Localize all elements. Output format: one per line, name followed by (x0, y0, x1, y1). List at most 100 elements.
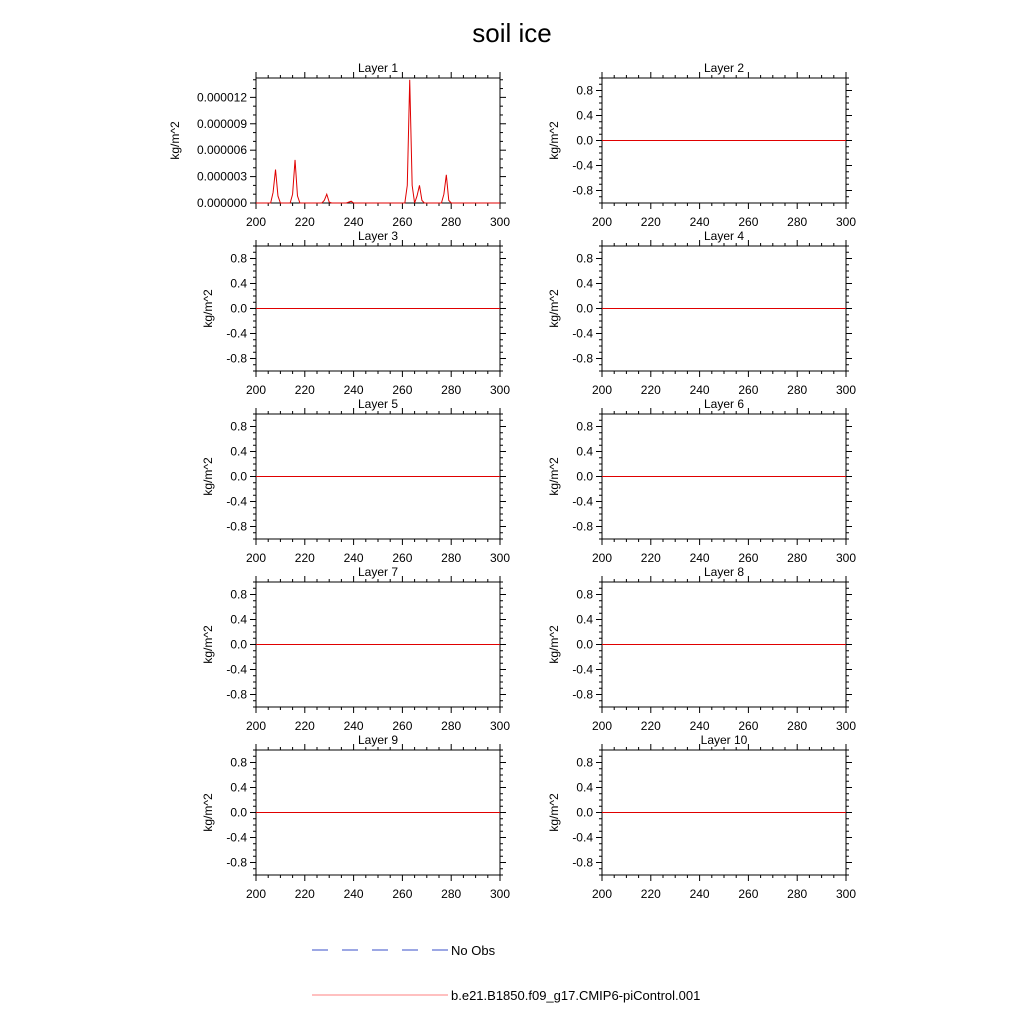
y-tick-label: 0.8 (230, 420, 247, 434)
y-tick-label: 0.4 (576, 445, 593, 459)
y-tick-label: 0.4 (576, 277, 593, 291)
series-line (256, 79, 500, 204)
x-tick-label: 200 (246, 383, 266, 397)
panel-layer-10: Layer 10 kg/m^2 200 220 240 260 280 300 0.8 0.4 0.… (547, 733, 856, 901)
y-tick-label: -0.8 (226, 520, 247, 534)
x-tick-label: 300 (836, 215, 856, 229)
x-tick-label: 260 (392, 719, 412, 733)
x-tick-label: 220 (641, 887, 661, 901)
legend: No Obs b.e21.B1850.f09_g17.CMIP6-piContr… (312, 943, 700, 1003)
x-tick-label: 260 (392, 215, 412, 229)
y-axis-label: kg/m^2 (201, 625, 215, 664)
y-tick-label: 0.000006 (197, 143, 247, 157)
y-tick-label: 0.8 (230, 588, 247, 602)
x-tick-label: 240 (344, 887, 364, 901)
x-tick-label: 200 (246, 215, 266, 229)
x-tick-label: 220 (641, 383, 661, 397)
y-tick-label: 0.0 (576, 638, 593, 652)
x-tick-label: 220 (295, 215, 315, 229)
panel-title: Layer 8 (704, 565, 744, 579)
legend-obs-label: No Obs (451, 943, 496, 958)
panel-layer-2: Layer 2 kg/m^2 200 220 240 260 280 300 0.8 0.4 0.0… (547, 61, 856, 229)
x-tick-label: 280 (787, 719, 807, 733)
y-tick-label: -0.4 (572, 663, 593, 677)
x-tick-label: 260 (738, 719, 758, 733)
x-tick-label: 300 (490, 719, 510, 733)
y-tick-label: 0.000000 (197, 196, 247, 210)
panel-grid: Layer 1 kg/m^2 200 220 240 260 280 300 0.000000 0… (168, 61, 856, 901)
x-tick-label: 240 (690, 719, 710, 733)
y-axis-label: kg/m^2 (547, 457, 561, 496)
x-tick-label: 260 (392, 383, 412, 397)
panel-title: Layer 3 (358, 229, 398, 243)
y-tick-label: 0.000009 (197, 117, 247, 131)
x-tick-label: 220 (641, 719, 661, 733)
y-tick-label: 0.8 (576, 252, 593, 266)
x-tick-label: 200 (592, 719, 612, 733)
y-tick-label: -0.4 (572, 831, 593, 845)
panel-title: Layer 5 (358, 397, 398, 411)
x-tick-label: 300 (836, 887, 856, 901)
y-tick-label: 0.4 (576, 781, 593, 795)
x-tick-label: 300 (490, 215, 510, 229)
panel-layer-5: Layer 5 kg/m^2 200 220 240 260 280 300 0.8 0.4 0.0… (201, 397, 510, 565)
x-tick-label: 280 (441, 719, 461, 733)
y-tick-label: 0.000003 (197, 170, 247, 184)
x-tick-label: 260 (392, 887, 412, 901)
y-tick-label: 0.8 (576, 84, 593, 98)
x-tick-label: 280 (441, 215, 461, 229)
x-tick-label: 200 (592, 215, 612, 229)
x-tick-label: 260 (738, 887, 758, 901)
panel-layer-7: Layer 7 kg/m^2 200 220 240 260 280 300 0.8 0.4 0.0… (201, 565, 510, 733)
panel-layer-3: Layer 3 kg/m^2 200 220 240 260 280 300 0.8 0.4 0.0… (201, 229, 510, 397)
panel-title: Layer 4 (704, 229, 744, 243)
panel-title: Layer 9 (358, 733, 398, 747)
x-tick-label: 280 (787, 551, 807, 565)
x-tick-label: 220 (641, 215, 661, 229)
x-tick-label: 300 (490, 887, 510, 901)
x-tick-label: 300 (836, 551, 856, 565)
y-tick-label: 0.000012 (197, 90, 247, 104)
x-tick-label: 280 (787, 383, 807, 397)
y-tick-label: 0.8 (230, 252, 247, 266)
panel-layer-6: Layer 6 kg/m^2 200 220 240 260 280 300 0.8 0.4 0.0… (547, 397, 856, 565)
y-tick-label: 0.0 (230, 638, 247, 652)
y-tick-label: -0.4 (226, 327, 247, 341)
x-tick-label: 220 (295, 383, 315, 397)
panel-layer-9: Layer 9 kg/m^2 200 220 240 260 280 300 0.8 0.4 0.0… (201, 733, 510, 901)
x-tick-label: 200 (592, 887, 612, 901)
x-tick-label: 200 (592, 551, 612, 565)
y-axis-label: kg/m^2 (201, 793, 215, 832)
y-axis-label: kg/m^2 (547, 625, 561, 664)
y-tick-label: -0.4 (572, 327, 593, 341)
panel-title: Layer 6 (704, 397, 744, 411)
x-tick-label: 240 (344, 551, 364, 565)
y-tick-label: -0.8 (572, 520, 593, 534)
y-tick-label: -0.8 (572, 688, 593, 702)
y-tick-label: -0.4 (572, 159, 593, 173)
x-tick-label: 200 (246, 887, 266, 901)
y-tick-label: 0.4 (230, 781, 247, 795)
x-tick-label: 300 (490, 551, 510, 565)
y-tick-label: 0.0 (230, 806, 247, 820)
y-tick-label: -0.4 (226, 495, 247, 509)
y-tick-label: -0.8 (572, 184, 593, 198)
panel-layer-4: Layer 4 kg/m^2 200 220 240 260 280 300 0.8 0.4 0.0… (547, 229, 856, 397)
panel-title: Layer 7 (358, 565, 398, 579)
y-tick-label: -0.4 (226, 831, 247, 845)
y-tick-label: 0.8 (576, 756, 593, 770)
y-tick-label: -0.8 (226, 688, 247, 702)
x-tick-label: 300 (836, 383, 856, 397)
y-axis-label: kg/m^2 (547, 289, 561, 328)
x-tick-label: 240 (690, 551, 710, 565)
x-tick-label: 300 (490, 383, 510, 397)
y-axis-label: kg/m^2 (201, 289, 215, 328)
x-tick-label: 260 (738, 215, 758, 229)
y-tick-label: 0.0 (576, 302, 593, 316)
x-tick-label: 280 (787, 215, 807, 229)
panel-title: Layer 1 (358, 61, 398, 75)
y-tick-label: 0.4 (576, 109, 593, 123)
y-axis-label: kg/m^2 (168, 121, 182, 160)
panel-layer-1: Layer 1 kg/m^2 200 220 240 260 280 300 0.000000 0… (168, 61, 510, 229)
